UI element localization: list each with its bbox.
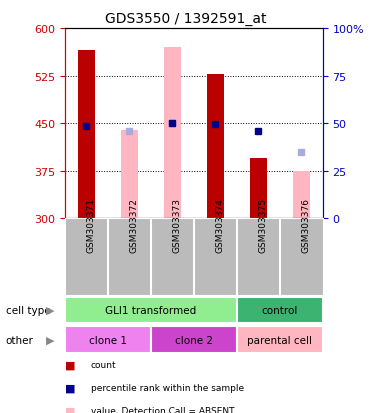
Text: ▶: ▶ [46,335,54,345]
Text: clone 2: clone 2 [175,335,213,345]
Text: GSM303376: GSM303376 [301,197,310,252]
Text: count: count [91,361,116,370]
Text: value, Detection Call = ABSENT: value, Detection Call = ABSENT [91,406,234,413]
Text: cell type: cell type [6,305,50,315]
Text: ▶: ▶ [46,305,54,315]
Bar [65,327,151,353]
Text: ■: ■ [65,360,75,370]
Text: GSM303371: GSM303371 [86,197,95,252]
Text: percentile rank within the sample: percentile rank within the sample [91,383,244,392]
Text: ■: ■ [65,406,75,413]
Bar [207,75,224,219]
Bar [237,297,323,323]
Bar [151,327,237,353]
Text: other: other [6,335,33,345]
Text: GSM303374: GSM303374 [215,198,224,252]
Text: GLI1 transformed: GLI1 transformed [105,305,197,315]
Text: GSM303375: GSM303375 [258,197,267,252]
Text: parental cell: parental cell [247,335,312,345]
Bar [164,48,181,219]
Text: clone 1: clone 1 [89,335,127,345]
Text: control: control [262,305,298,315]
Bar [121,130,138,219]
Bar [78,51,95,219]
Text: GSM303373: GSM303373 [173,197,181,252]
Bar [293,171,310,219]
Text: GDS3550 / 1392591_at: GDS3550 / 1392591_at [105,12,266,26]
Bar [65,297,237,323]
Text: GSM303372: GSM303372 [129,198,138,252]
Bar [237,327,323,353]
Bar [250,159,267,219]
Text: ■: ■ [65,383,75,393]
